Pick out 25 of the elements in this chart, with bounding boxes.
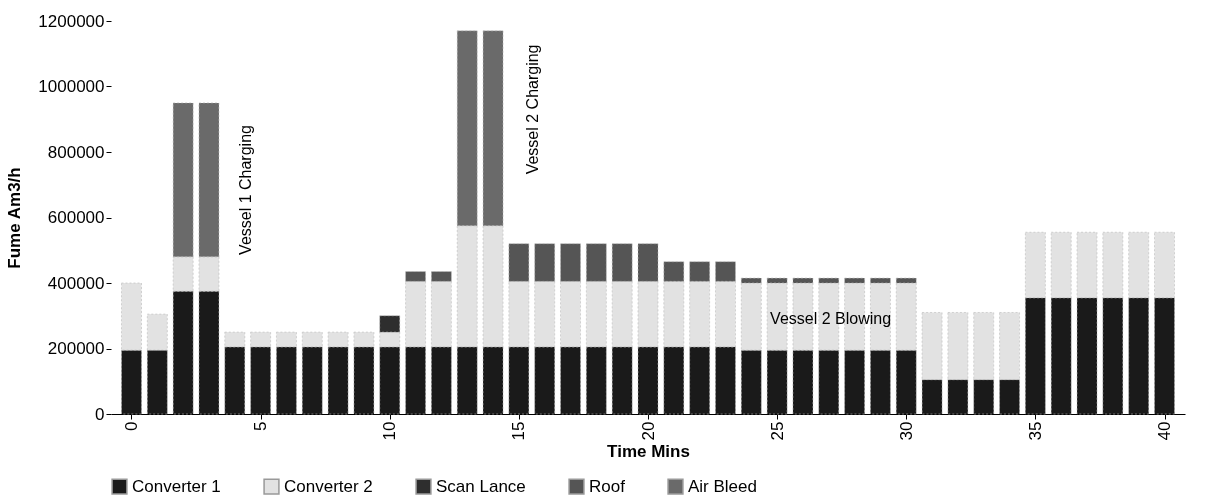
- x-axis-title: Time Mins: [607, 442, 690, 462]
- x-tick-label: 25: [767, 421, 787, 441]
- x-tick-label: 35: [1025, 421, 1045, 441]
- y-tick-label: 400000: [47, 273, 105, 293]
- y-tick-label: 600000: [47, 208, 105, 227]
- legend-label: Air Bleed: [688, 476, 757, 496]
- annotation: Vessel 2 Blowing: [770, 309, 892, 327]
- y-tick-label: 800000: [47, 142, 105, 162]
- legend-label: Scan Lance: [436, 476, 526, 496]
- y-tick-label: 1200000: [38, 11, 105, 31]
- legend-label: Converter 2: [284, 476, 373, 496]
- x-tick-label: 30: [896, 421, 916, 441]
- y-tick-label: 200000: [47, 339, 105, 358]
- x-tick-label: 5: [251, 421, 271, 431]
- x-tick-label: 20: [638, 421, 658, 441]
- legend-label: Converter 1: [132, 476, 221, 496]
- x-tick-label: 15: [509, 421, 529, 441]
- annotation: Vessel 1 Charging: [237, 125, 255, 255]
- x-tick-label: 10: [380, 421, 400, 441]
- x-tick-label: 40: [1155, 421, 1174, 441]
- annotation: Vessel 2 Charging: [524, 44, 542, 175]
- legend-label: Roof: [589, 476, 626, 496]
- x-tick-label: 0: [122, 421, 141, 431]
- y-axis-title: Fume Am3/h: [5, 167, 25, 269]
- y-tick-label: 1000000: [38, 77, 105, 96]
